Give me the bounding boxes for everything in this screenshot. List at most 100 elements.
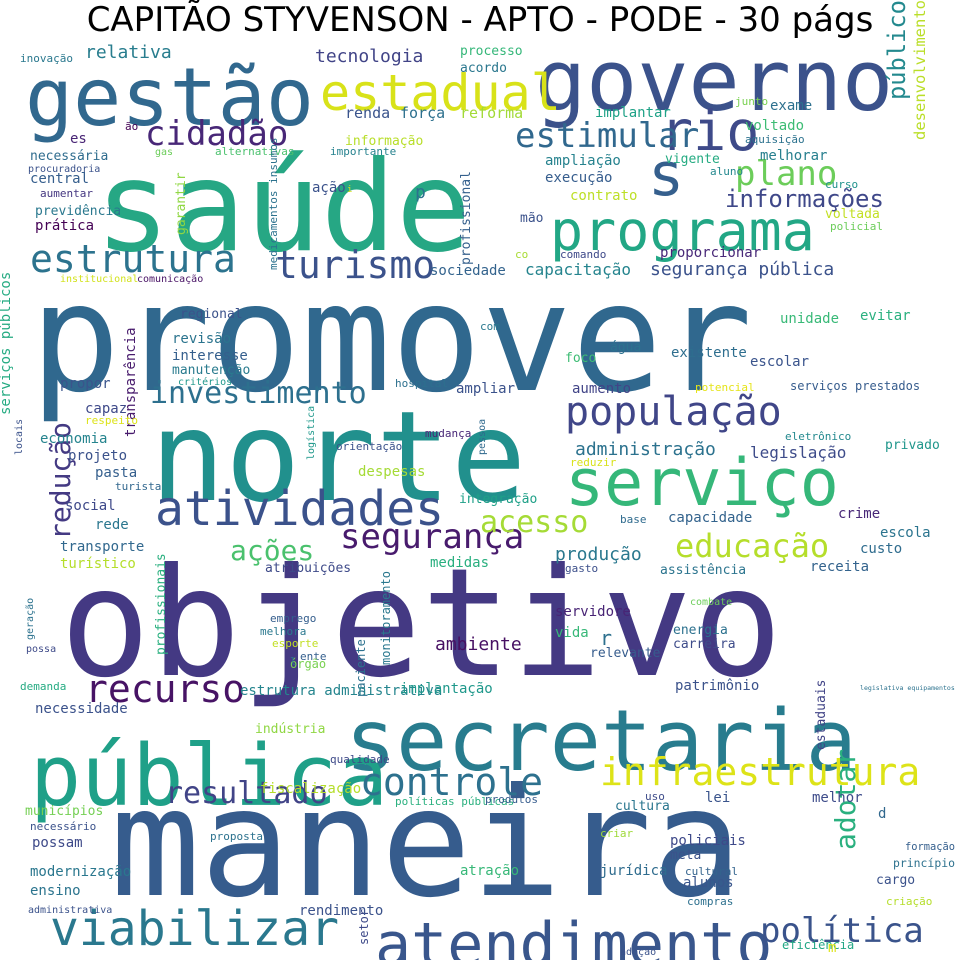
cloud-word: infraestrutura xyxy=(600,750,920,794)
cloud-word: pasta xyxy=(95,465,137,481)
cloud-word: com xyxy=(480,320,500,333)
cloud-word: voltado xyxy=(745,118,804,134)
cloud-word: paciente xyxy=(354,639,368,697)
cloud-word: procuradoria xyxy=(28,164,100,175)
cloud-word: viabilizar xyxy=(50,901,339,957)
cloud-word: indústria xyxy=(255,722,325,737)
cloud-word: social xyxy=(65,498,116,514)
cloud-word: municípios xyxy=(25,804,103,819)
cloud-word: receita xyxy=(810,559,869,575)
cloud-word: proposta xyxy=(210,830,263,843)
cloud-word: produtos xyxy=(485,793,538,806)
cloud-word: d xyxy=(878,806,886,822)
cloud-word: investimento xyxy=(150,376,367,411)
cloud-word: propor xyxy=(60,376,111,392)
cloud-word: cidadão xyxy=(145,114,288,154)
cloud-word: r xyxy=(600,626,612,650)
cloud-word: necessário xyxy=(30,820,96,833)
cloud-word: importante xyxy=(330,145,396,158)
cloud-word: melhor xyxy=(812,790,863,806)
cloud-word: estimular xyxy=(515,116,699,156)
cloud-word: orientação xyxy=(336,440,402,453)
cloud-word: l xyxy=(290,655,297,668)
cloud-word: implantação xyxy=(400,681,493,697)
cloud-word: transparência xyxy=(123,327,139,437)
cloud-word: projeto xyxy=(68,448,127,464)
cloud-word: administração xyxy=(575,439,716,460)
cloud-word: rio xyxy=(660,99,759,163)
cloud-word: segurança pública xyxy=(650,259,834,280)
cloud-word: reforma xyxy=(460,104,523,122)
cloud-word: pessoa xyxy=(477,419,488,455)
cloud-word: logística xyxy=(305,406,317,460)
cloud-word: i xyxy=(347,185,352,195)
cloud-word: atividades xyxy=(155,481,444,537)
cloud-word: comando xyxy=(560,248,606,261)
cloud-word: unidade xyxy=(780,311,839,327)
cloud-word: resultado xyxy=(165,776,328,811)
cloud-word: formação xyxy=(905,841,955,853)
cloud-word: escola xyxy=(880,525,931,541)
cloud-word: princípio xyxy=(893,856,955,870)
cloud-word: objetivo xyxy=(60,537,782,711)
cloud-word: p xyxy=(415,182,426,203)
cloud-word: ente xyxy=(300,650,327,663)
cloud-word: uso xyxy=(645,790,665,803)
cloud-word: lei xyxy=(705,790,730,806)
cloud-word: gestão xyxy=(25,51,314,144)
cloud-word: relevante xyxy=(590,646,661,661)
cloud-word: potencial xyxy=(695,381,755,394)
cloud-word: criar xyxy=(600,827,633,840)
cloud-word: demanda xyxy=(20,680,66,693)
cloud-word: aluno xyxy=(710,165,743,178)
cloud-word: garantir xyxy=(174,172,189,235)
cloud-word: integração xyxy=(459,492,537,507)
cloud-word: setor xyxy=(357,909,371,945)
cloud-word: renda xyxy=(345,104,390,122)
cloud-word: s xyxy=(648,140,684,210)
cloud-word: serviços prestados xyxy=(790,379,920,393)
cloud-word: aumento xyxy=(572,381,631,397)
cloud-word: alternativas xyxy=(215,145,294,158)
cloud-word: eficiência xyxy=(782,938,854,952)
cloud-word: redução xyxy=(44,422,77,540)
cloud-word: órgão xyxy=(290,657,326,671)
cloud-word: critérios xyxy=(178,376,232,388)
cloud-word: administrativa xyxy=(28,905,112,916)
cloud-word: hospital xyxy=(395,377,448,390)
cloud-word: curso xyxy=(825,178,858,191)
cloud-word: programa xyxy=(550,199,815,263)
cloud-word: adoção xyxy=(620,947,656,958)
cloud-word: prática xyxy=(35,218,94,234)
cloud-word: alunos xyxy=(683,875,734,891)
cloud-word: meta xyxy=(670,848,701,863)
cloud-word: vida xyxy=(555,625,589,641)
cloud-word: crime xyxy=(838,506,880,522)
cloud-word: economia xyxy=(40,431,107,447)
cloud-word: foco xyxy=(565,351,596,366)
cloud-word: adotar xyxy=(829,749,862,850)
cloud-word: pública xyxy=(30,727,388,826)
cloud-word: legislativa equipamentos xyxy=(860,684,955,692)
cloud-word: cultural xyxy=(685,865,738,878)
cloud-word: policiais xyxy=(670,833,746,849)
cloud-word: atendimento xyxy=(375,910,772,960)
cloud-word: policial xyxy=(830,220,883,233)
cloud-word: turista xyxy=(115,480,161,493)
cloud-word: patrimônio xyxy=(675,678,759,694)
cloud-word: aumentar xyxy=(40,187,93,200)
cloud-word: informação xyxy=(345,134,423,149)
cloud-word: geração xyxy=(25,598,36,640)
cloud-word: aquisição xyxy=(745,133,805,146)
cloud-word: proporcionar xyxy=(660,245,761,261)
cloud-word: plano xyxy=(735,154,837,194)
cloud-word: serviço xyxy=(565,446,839,521)
cloud-word: cultura xyxy=(615,799,670,814)
cloud-word: capacitação xyxy=(525,260,631,279)
cloud-word: monitoramento xyxy=(379,571,393,665)
cloud-word: custo xyxy=(860,541,902,557)
cloud-word: manutenção xyxy=(172,363,250,378)
cloud-word: processo xyxy=(460,44,523,59)
cloud-word: possa xyxy=(26,644,56,655)
